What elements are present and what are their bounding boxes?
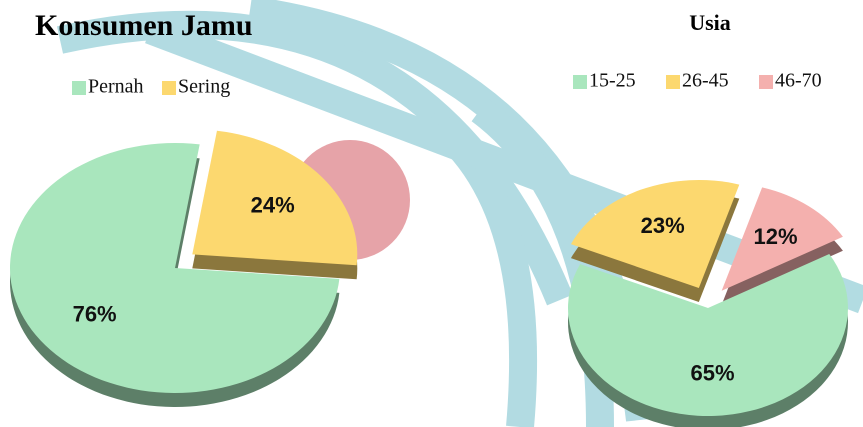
- legend-label: Pernah: [88, 76, 144, 98]
- slice: [721, 187, 843, 291]
- slice: [570, 179, 740, 288]
- data-label: 23%: [641, 213, 685, 238]
- data-label: 76%: [73, 302, 117, 327]
- legend-swatch: [72, 81, 86, 95]
- chart-title: Usia: [689, 10, 731, 35]
- data-label: 24%: [251, 192, 295, 217]
- legend-swatch: [759, 75, 773, 89]
- legend-swatch: [573, 75, 587, 89]
- data-label: 12%: [754, 224, 798, 249]
- chart-title: Konsumen Jamu: [35, 9, 253, 42]
- slice: [10, 143, 340, 393]
- legend-label: 26-45: [682, 70, 729, 92]
- slice: [567, 254, 848, 417]
- legend-swatch: [666, 75, 680, 89]
- data-label: 65%: [691, 361, 735, 386]
- slice: [192, 130, 358, 266]
- legend-label: Sering: [178, 76, 230, 98]
- legend-label: 46-70: [775, 70, 822, 92]
- legend-label: 15-25: [589, 70, 636, 92]
- legend-swatch: [162, 81, 176, 95]
